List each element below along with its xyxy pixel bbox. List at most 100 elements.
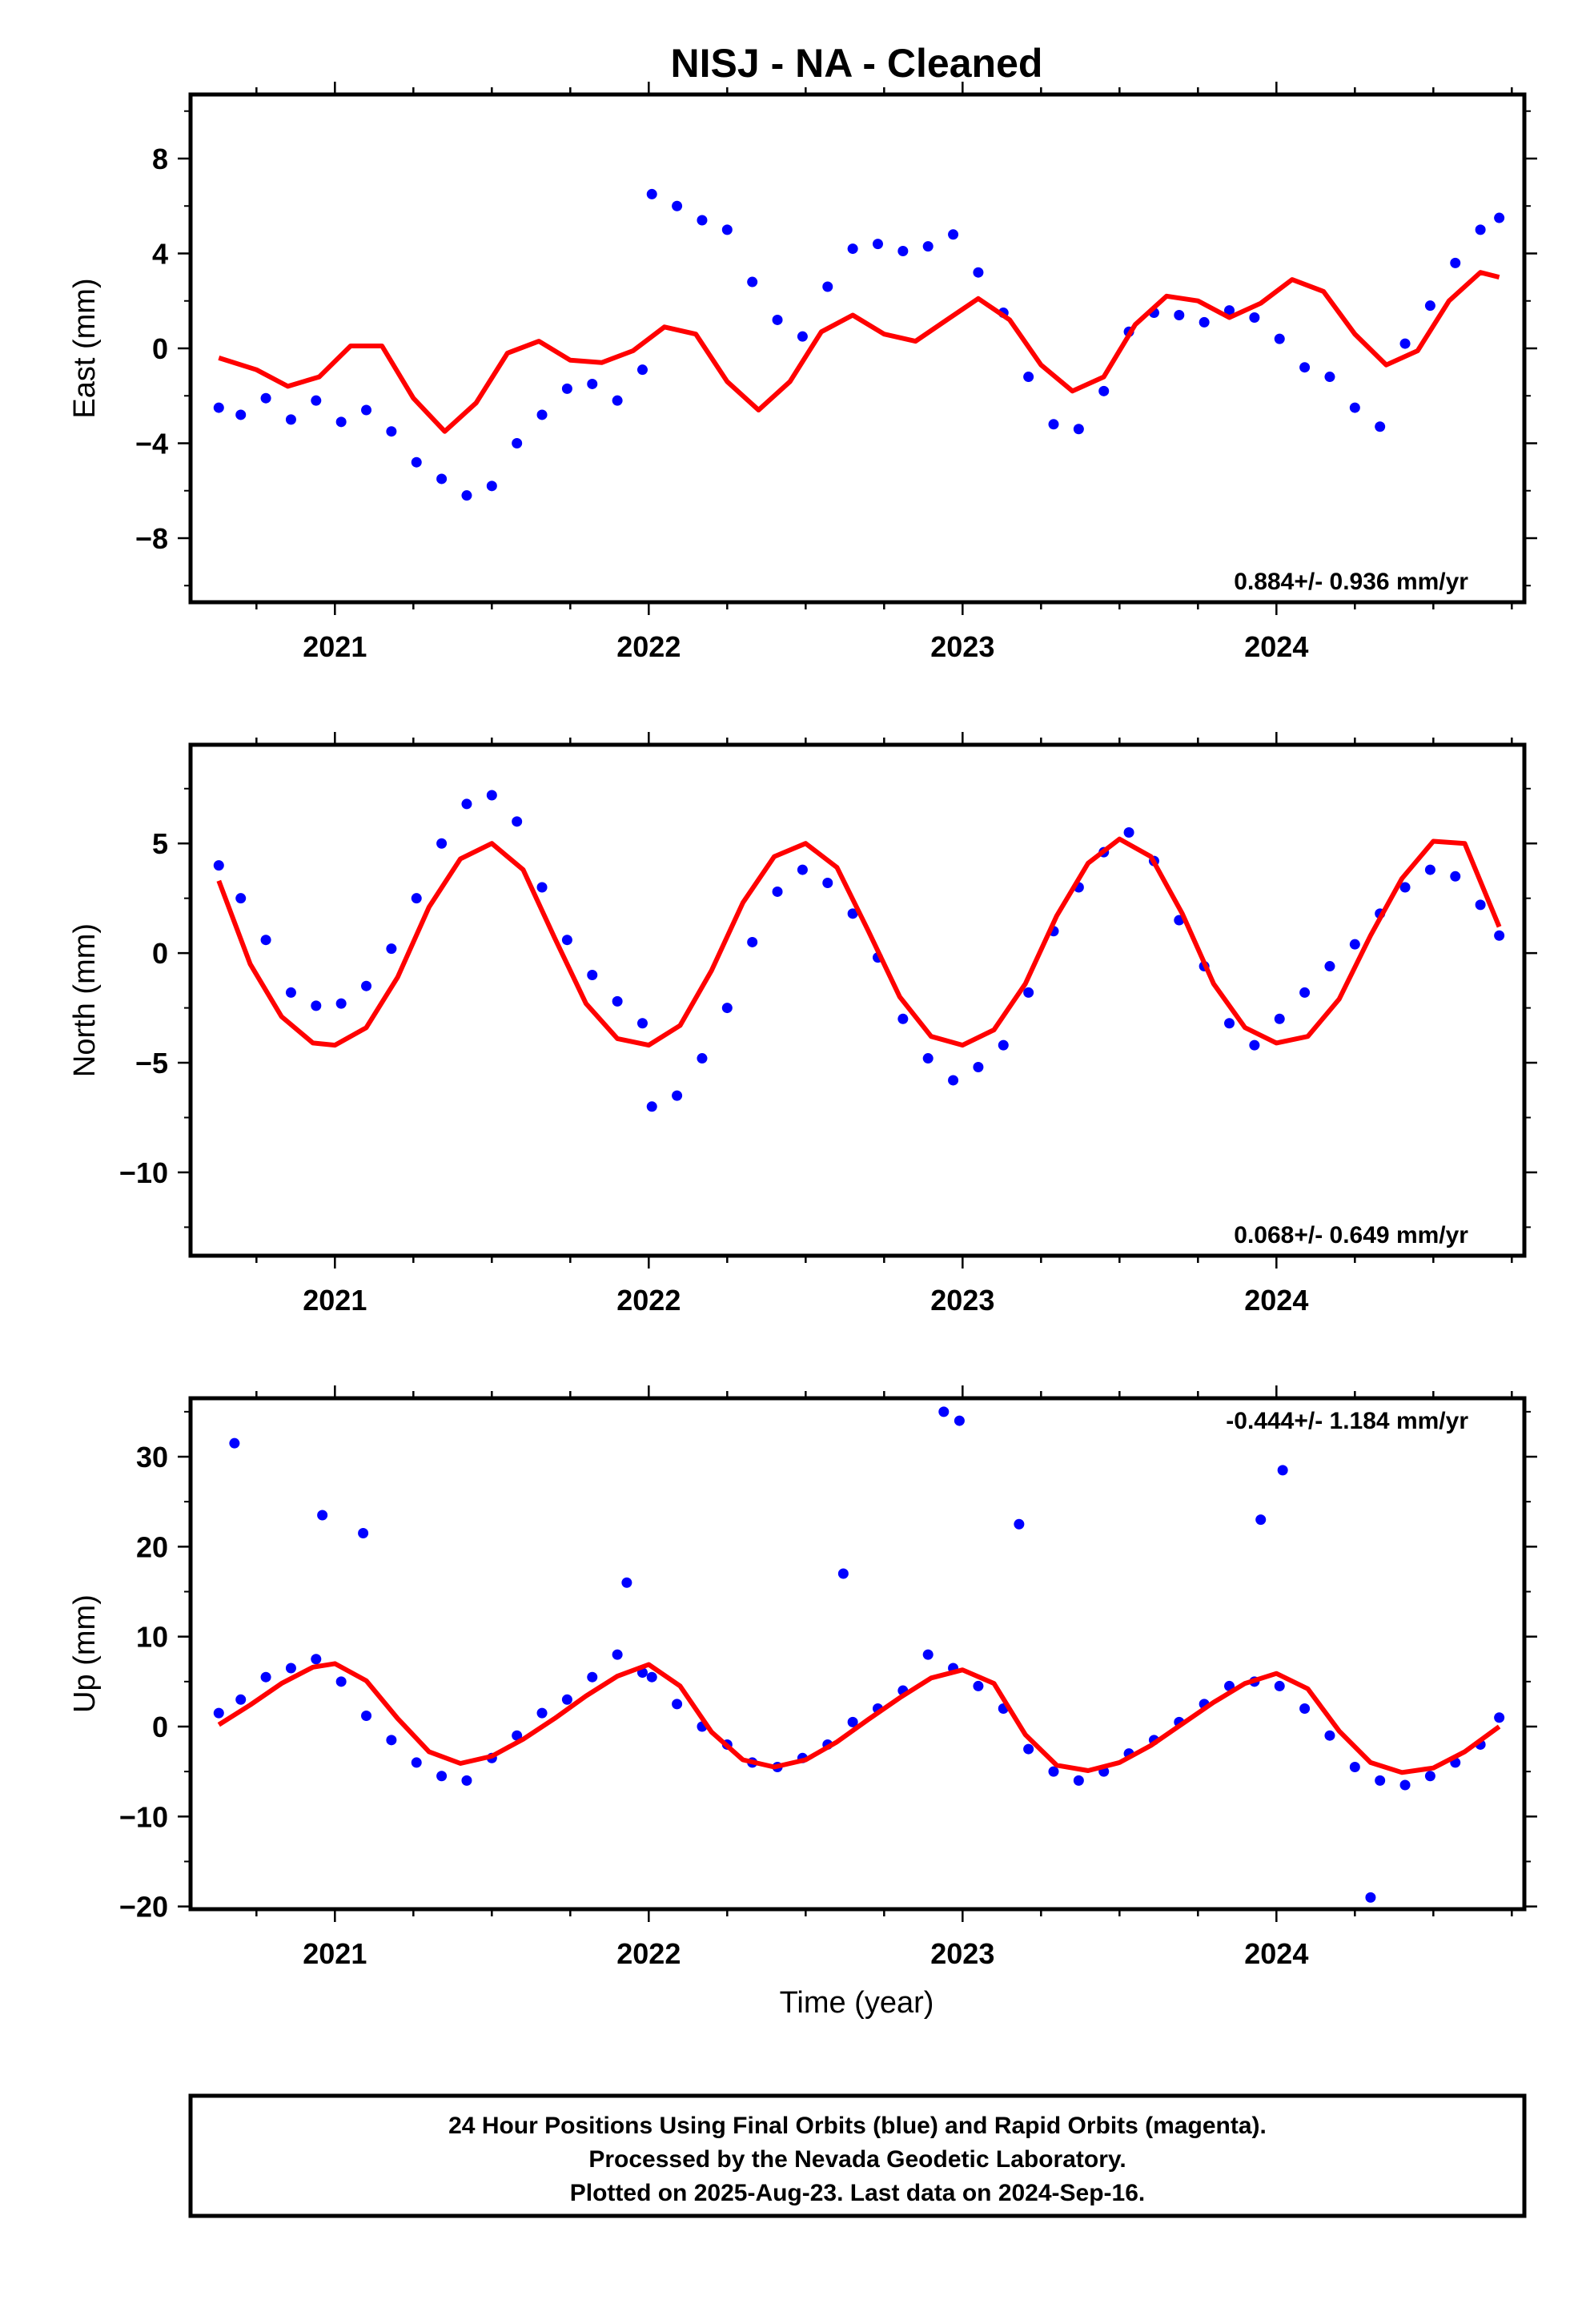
up-data-point: [1494, 1712, 1505, 1723]
north-data-point: [1424, 864, 1435, 875]
footer-line-2: Processed by the Nevada Geodetic Laborat…: [588, 2146, 1126, 2173]
footer-frame: [188, 2093, 1527, 2218]
east-data-point: [1375, 421, 1386, 432]
east-data-point: [1048, 419, 1059, 430]
east-data-point: [1174, 310, 1185, 321]
up-data-point: [587, 1671, 598, 1683]
north-data-point: [461, 798, 472, 810]
up-data-point: [235, 1694, 247, 1705]
east-data-point: [587, 378, 598, 389]
east-data: [213, 188, 1505, 501]
north-data-point: [797, 864, 808, 875]
up-data-point: [1048, 1766, 1059, 1777]
up-data-point: [386, 1735, 397, 1746]
north-y-tick-label: −10: [119, 1156, 168, 1189]
north-y-tick-label: 0: [152, 937, 168, 970]
up-data-point: [922, 1649, 934, 1660]
east-data-point: [536, 409, 548, 420]
up-data-point: [1365, 1892, 1376, 1903]
east-data-point: [335, 416, 347, 428]
up-data-point: [317, 1510, 328, 1521]
north-data-point: [235, 893, 247, 904]
east-data-point: [872, 239, 883, 250]
east-data-point: [235, 409, 247, 420]
north-data-point: [411, 893, 422, 904]
north-data-point: [721, 1003, 733, 1014]
up-y-tick-label: 30: [136, 1441, 168, 1474]
up-data-point: [229, 1437, 240, 1449]
east-data-point: [1224, 305, 1235, 316]
east-data-point: [1199, 316, 1210, 328]
north-data-point: [822, 878, 833, 889]
north-y-tick-label: 5: [152, 827, 168, 860]
up-data-point: [672, 1699, 683, 1710]
north-x-tick-label: 2021: [303, 1284, 367, 1317]
north-data-point: [672, 1090, 683, 1101]
north-data-point: [436, 838, 448, 849]
up-data-point: [285, 1663, 296, 1674]
up-y-tick-label: 10: [136, 1621, 168, 1654]
up-data-point: [1255, 1514, 1267, 1526]
east-x-tick-label: 2021: [303, 630, 367, 663]
north-data-point: [561, 935, 572, 946]
north-data-point: [1249, 1039, 1260, 1051]
east-data-point: [436, 473, 448, 485]
up-data-point: [1277, 1465, 1288, 1476]
east-data-point: [285, 414, 296, 425]
footer-box: 24 Hour Positions Using Final Orbits (bl…: [188, 2093, 1527, 2218]
east-fit-line: [218, 270, 1500, 434]
east-y-tick-label: 8: [152, 143, 168, 175]
east-data-point: [948, 229, 959, 240]
north-data-point: [1475, 899, 1486, 911]
east-y-tick-label: −8: [135, 522, 168, 555]
east-data-point: [1249, 312, 1260, 323]
x-axis-label: Time (year): [780, 1986, 934, 2020]
east-data-point: [1349, 402, 1360, 413]
up-data-point: [646, 1671, 657, 1683]
east-data-point: [772, 314, 783, 325]
up-x-tick-label: 2022: [616, 1937, 681, 1970]
up-data-point: [837, 1568, 849, 1579]
east-data-point: [1098, 385, 1110, 396]
east-panel: 2021 2022 2023 2024 −8 −4 0 4 8 East (mm) 0.884+/-…: [68, 82, 1537, 663]
east-data-point: [1274, 333, 1285, 344]
up-panel: 2021 2022 2023 2024 −20 −10 0 10 20 30 Up (mm) -0.4…: [68, 1385, 1537, 1970]
north-data-point: [587, 970, 598, 981]
up-data-point: [536, 1707, 548, 1719]
up-data-point: [561, 1694, 572, 1705]
up-x-tick-label: 2021: [303, 1937, 367, 1970]
up-data-point: [260, 1671, 271, 1683]
up-data-point: [1399, 1779, 1411, 1791]
east-y-tick-label: −4: [135, 428, 168, 460]
north-data-point: [1274, 1013, 1285, 1024]
east-data-point: [636, 364, 648, 376]
up-x-tick-label: 2024: [1244, 1937, 1308, 1970]
east-data-point: [461, 490, 472, 501]
east-data-point: [797, 331, 808, 342]
up-x-tick-label: 2023: [930, 1937, 994, 1970]
east-data-point: [1299, 362, 1311, 373]
north-data-point: [1494, 930, 1505, 941]
east-data-point: [721, 224, 733, 235]
up-data-point: [1375, 1775, 1386, 1786]
north-y-axis-label: North (mm): [68, 923, 102, 1077]
east-data-point: [486, 480, 497, 492]
east-data-point: [697, 215, 708, 226]
up-data-point: [621, 1577, 632, 1588]
up-data-point: [213, 1707, 224, 1719]
up-frame: [188, 1396, 1527, 1912]
up-data-point: [1023, 1743, 1034, 1755]
up-data-point: [938, 1406, 950, 1417]
east-data-point: [213, 402, 224, 413]
north-data-point: [1450, 870, 1461, 882]
north-x-tick-label: 2022: [616, 1284, 681, 1317]
east-data-point: [361, 404, 372, 416]
north-data-point: [536, 882, 548, 893]
north-rate-label: 0.068+/- 0.649 mm/yr: [1234, 1222, 1468, 1248]
north-data-point: [948, 1075, 959, 1086]
up-data-point: [973, 1680, 984, 1691]
up-data-point: [1073, 1775, 1084, 1786]
east-data-point: [747, 276, 758, 287]
up-data-point: [1424, 1771, 1435, 1782]
east-data-point: [1324, 372, 1335, 383]
